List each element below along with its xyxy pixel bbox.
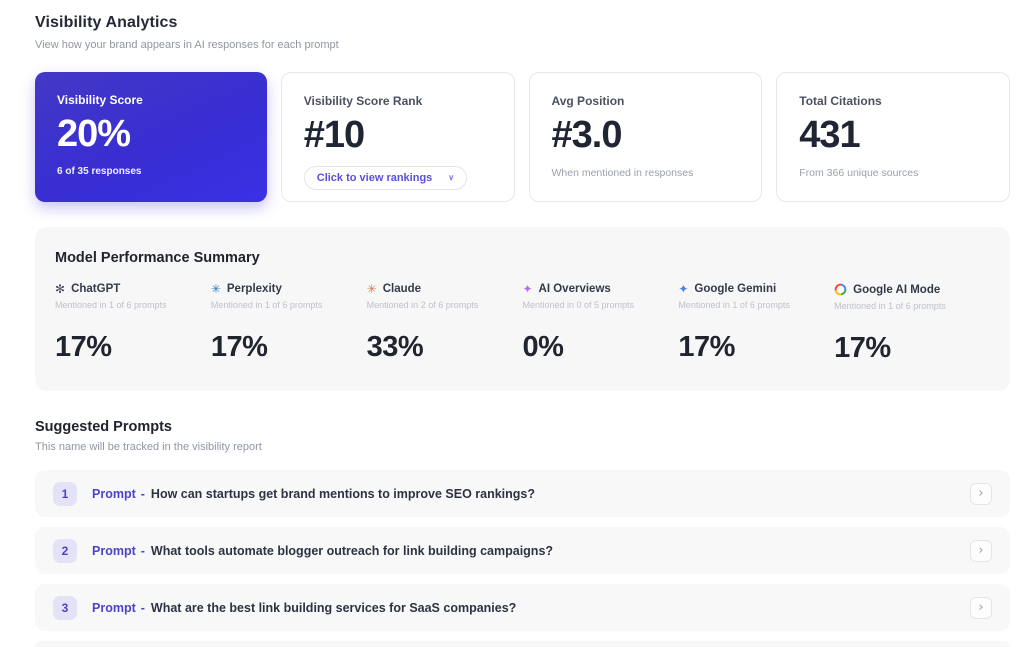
model-performance-title: Model Performance Summary [55,250,260,266]
prompt-row-3[interactable]: 3 Prompt - What are the best link buildi… [35,584,1010,631]
prompt-separator: - [140,486,145,501]
stat-value: 20% [57,113,131,155]
stat-card-total-citations: Total Citations 431 From 366 unique sour… [776,72,1010,202]
prompt-separator: - [140,600,145,615]
model-chatgpt: ✻ ChatGPT Mentioned in 1 of 6 prompts 17… [55,283,211,365]
page-title: Visibility Analytics [35,14,178,31]
view-rankings-button[interactable]: Click to view rankings ∨ [303,165,468,190]
model-name: Perplexity [226,283,282,295]
suggested-prompts-subtitle: This name will be tracked in the visibil… [35,441,262,453]
stat-value: 431 [799,114,860,156]
model-claude: ✳ Claude Mentioned in 2 of 6 prompts 33% [367,283,523,365]
prompt-text: How can startups get brand mentions to i… [150,486,536,501]
model-name: Google Gemini [694,283,777,295]
model-name: AI Overviews [538,283,611,295]
prompt-text: What tools automate blogger outreach for… [150,543,554,558]
model-score: 17% [834,332,891,364]
stat-card-visibility-score-rank: Visibility Score Rank #10 Click to view … [280,72,515,202]
model-perplexity: ✳ Perplexity Mentioned in 1 of 6 prompts… [211,283,367,365]
prompt-row-2[interactable]: 2 Prompt - What tools automate blogger o… [35,527,1010,574]
chevron-right-icon[interactable]: › [970,482,992,505]
google-ai-mode-icon [834,283,847,296]
stat-caption: From 366 unique sources [799,166,919,179]
stat-value: #10 [303,114,365,156]
prompt-number-badge: 1 [53,481,77,506]
prompt-text: What are the best link building services… [150,600,517,615]
model-score: 17% [678,331,735,363]
prompt-label: Prompt [92,543,136,558]
chatgpt-icon: ✻ [55,282,66,296]
prompt-number-badge: 3 [53,595,77,620]
prompt-label: Prompt [92,486,136,501]
ai-overviews-icon: ✦ [522,282,533,296]
claude-icon: ✳ [366,282,377,296]
page-header: Visibility Analytics View how your brand… [35,14,1010,51]
stat-label: Total Citations [799,94,882,108]
model-ai-overviews: ✦ AI Overviews Mentioned in 0 of 5 promp… [522,283,678,365]
stat-label: Avg Position [551,94,625,108]
chevron-right-icon[interactable]: › [970,596,992,619]
chevron-right-icon[interactable]: › [970,539,992,562]
chevron-down-icon: ∨ [448,173,455,183]
model-score: 17% [55,331,112,363]
model-performance-panel: Model Performance Summary ✻ ChatGPT Ment… [35,227,1010,391]
prompt-number-badge: 2 [53,538,77,563]
view-rankings-label: Click to view rankings [316,171,433,184]
model-caption: Mentioned in 1 of 6 prompts [678,300,790,310]
model-score: 0% [522,331,564,363]
google-gemini-icon: ✦ [678,282,689,296]
model-columns: ✻ ChatGPT Mentioned in 1 of 6 prompts 17… [55,283,990,365]
model-score: 17% [210,331,268,363]
stat-caption: 6 of 35 responses [57,165,142,177]
model-google-gemini: ✦ Google Gemini Mentioned in 1 of 6 prom… [678,283,834,365]
stat-value: #3.0 [551,114,623,156]
model-caption: Mentioned in 2 of 6 prompts [366,300,479,310]
page-subtitle: View how your brand appears in AI respon… [35,39,339,51]
model-google-ai-mode: Google AI Mode Mentioned in 1 of 6 promp… [834,283,990,365]
prompt-row-1[interactable]: 1 Prompt - How can startups get brand me… [35,470,1010,517]
prompt-row-4-partial[interactable] [35,641,1010,647]
model-score: 33% [366,331,424,363]
stat-caption: When mentioned in responses [551,166,694,179]
visibility-analytics-page: Visibility Analytics View how your brand… [35,0,1010,647]
stat-card-visibility-score[interactable]: Visibility Score 20% 6 of 35 responses [35,72,267,202]
model-caption: Mentioned in 1 of 6 prompts [210,300,323,310]
prompt-list: 1 Prompt - How can startups get brand me… [35,470,1010,647]
suggested-prompts-title: Suggested Prompts [35,419,172,435]
model-name: Claude [382,283,422,295]
suggested-prompts-section: Suggested Prompts This name will be trac… [35,419,1010,647]
model-name: ChatGPT [71,283,121,295]
stat-label: Visibility Score Rank [303,94,423,108]
prompt-label: Prompt [92,600,136,615]
stat-label: Visibility Score [57,93,143,107]
model-name: Google AI Mode [853,283,941,296]
model-caption: Mentioned in 0 of 5 prompts [522,300,635,310]
model-caption: Mentioned in 1 of 6 prompts [834,301,946,311]
prompt-separator: - [140,543,145,558]
stat-card-avg-position: Avg Position #3.0 When mentioned in resp… [528,72,763,202]
model-caption: Mentioned in 1 of 6 prompts [55,300,167,310]
stats-row: Visibility Score 20% 6 of 35 responses V… [35,72,1010,202]
perplexity-icon: ✳ [210,282,221,296]
